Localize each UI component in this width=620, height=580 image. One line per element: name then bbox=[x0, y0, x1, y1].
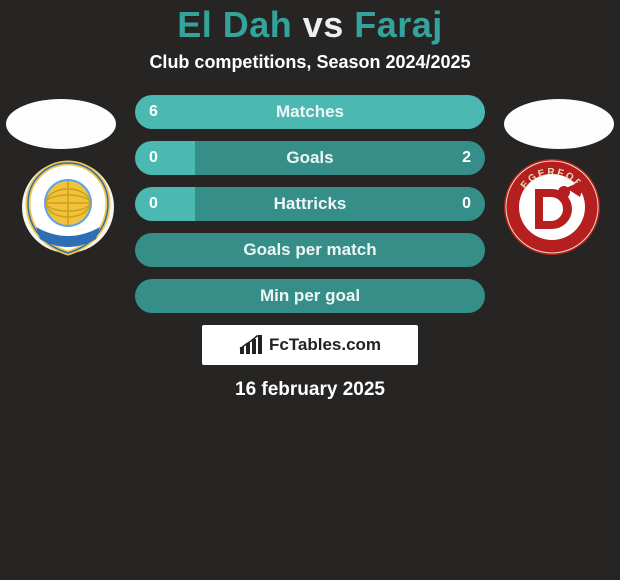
player1-name: El Dah bbox=[177, 4, 292, 45]
stat-row-min-per-goal: Min per goal bbox=[135, 279, 485, 313]
stat-fill-left bbox=[135, 187, 195, 221]
stat-label: Hattricks bbox=[274, 194, 347, 214]
stat-label: Goals per match bbox=[243, 240, 376, 260]
stat-row-goals: 0 Goals 2 bbox=[135, 141, 485, 175]
vs-text: vs bbox=[292, 4, 354, 45]
bar-chart-icon bbox=[239, 335, 263, 355]
stat-value-left: 0 bbox=[149, 187, 158, 221]
club-badge-left bbox=[18, 157, 118, 257]
subtitle: Club competitions, Season 2024/2025 bbox=[0, 52, 620, 73]
stat-value-left: 0 bbox=[149, 141, 158, 175]
stat-value-right: 0 bbox=[462, 187, 471, 221]
club-badge-right: EGERFOR bbox=[502, 157, 602, 257]
stat-label: Min per goal bbox=[260, 286, 360, 306]
brand-box: FcTables.com bbox=[202, 325, 418, 365]
infographic-root: El Dah vs Faraj Club competitions, Seaso… bbox=[0, 0, 620, 401]
stat-row-goals-per-match: Goals per match bbox=[135, 233, 485, 267]
page-title: El Dah vs Faraj bbox=[0, 4, 620, 46]
stat-label: Goals bbox=[286, 148, 333, 168]
stat-bars: 6 Matches 0 Goals 2 0 Hattricks 0 bbox=[130, 95, 490, 313]
stat-fill-left bbox=[135, 141, 195, 175]
player2-name: Faraj bbox=[354, 4, 443, 45]
stat-value-right: 2 bbox=[462, 141, 471, 175]
stat-row-matches: 6 Matches bbox=[135, 95, 485, 129]
stat-label: Matches bbox=[276, 102, 344, 122]
player1-photo-placeholder bbox=[6, 99, 116, 149]
comparison-stage: EGERFOR 6 Matches 0 bbox=[0, 95, 620, 401]
date-text: 16 february 2025 bbox=[0, 379, 620, 401]
brand-text: FcTables.com bbox=[269, 335, 381, 355]
stat-row-hattricks: 0 Hattricks 0 bbox=[135, 187, 485, 221]
stat-value-left: 6 bbox=[149, 95, 158, 129]
player2-photo-placeholder bbox=[504, 99, 614, 149]
